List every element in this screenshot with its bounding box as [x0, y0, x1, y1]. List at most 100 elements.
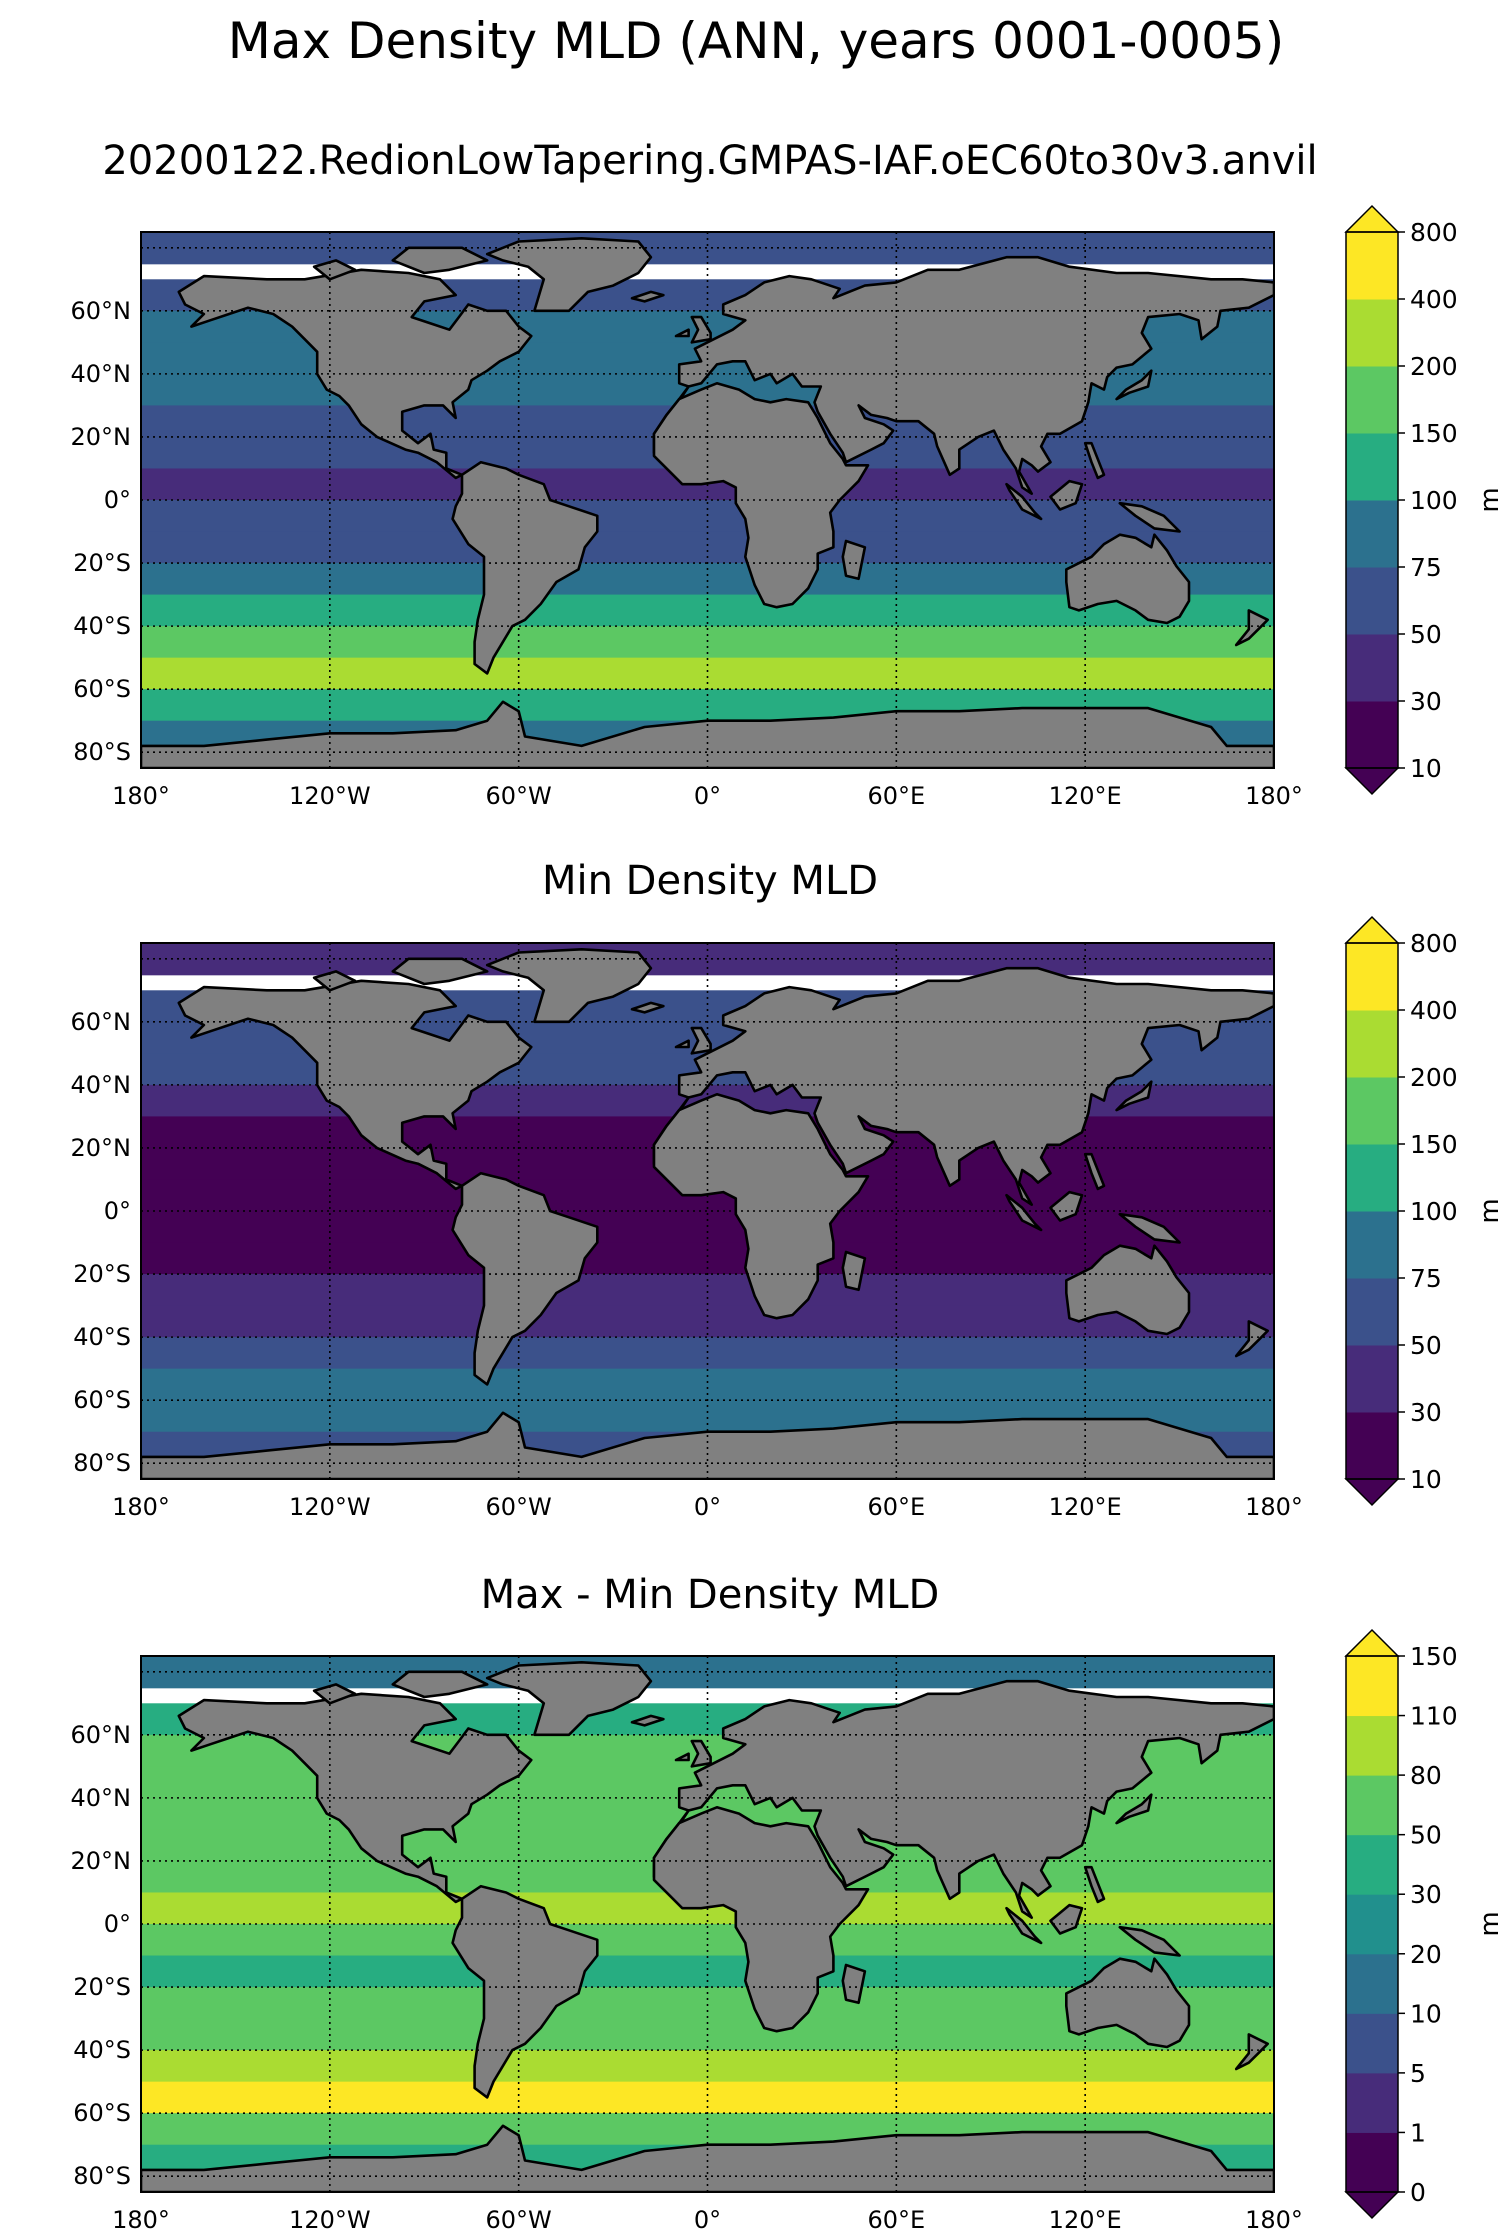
continent — [1234, 2033, 1269, 2071]
zonal-band — [141, 1368, 1274, 1401]
y-tick-label: 60°N — [71, 297, 132, 325]
x-tick-label: 120°E — [1049, 782, 1122, 810]
continent — [841, 539, 867, 581]
continent — [652, 1679, 1274, 1919]
colorbar-tick-label: 800 — [1410, 929, 1458, 958]
colorbar-tick-label: 100 — [1410, 486, 1458, 515]
colorbar-tick-label: 10 — [1410, 1999, 1442, 2028]
y-tick-label: 20°N — [71, 1847, 132, 1875]
colorbar-segment — [1346, 1412, 1398, 1480]
continent — [690, 1026, 712, 1055]
map-panel-3: 180° 120°W 60°W 0° 60°E 120°E 180° 60°N 40°N 20°N… — [71, 1655, 1303, 2234]
figure-title: Max Density MLD (ANN, years 0001-0005) — [227, 12, 1285, 70]
continent — [1083, 1152, 1106, 1191]
colorbar-2: 10 30 50 75 100 150 200 400 800 m — [1344, 915, 1505, 1507]
continent — [312, 259, 357, 281]
continent — [652, 1806, 870, 2033]
continent — [1118, 1925, 1181, 1957]
colorbar-tick-label: 800 — [1410, 218, 1458, 247]
continent — [674, 328, 690, 338]
colorbar-extend-min — [1344, 1478, 1400, 1507]
x-tick-label: 120°W — [289, 782, 371, 810]
colorbar-segment — [1346, 232, 1398, 300]
zonal-band — [141, 1955, 1274, 1988]
continent — [1083, 1865, 1106, 1904]
y-tick-label: 20°S — [73, 1973, 131, 2001]
y-tick-label: 40°S — [73, 612, 131, 640]
continent — [674, 1752, 690, 1762]
y-tick-label: 20°N — [71, 423, 132, 451]
y-tick-label: 60°S — [73, 675, 131, 703]
continent — [1115, 369, 1153, 401]
zonal-band — [141, 531, 1274, 564]
continent — [652, 1093, 870, 1320]
colorbar-segment — [1346, 299, 1398, 367]
colorbar-extend-max — [1344, 915, 1400, 944]
continent — [841, 1250, 867, 1292]
colorbar-extend-min — [1344, 767, 1400, 796]
y-tick-label: 40°N — [71, 1071, 132, 1099]
continent — [1234, 1320, 1269, 1358]
colorbar-segment — [1346, 2013, 1398, 2074]
map-frame — [140, 1655, 1275, 2193]
colorbar-tick-label: 50 — [1410, 1331, 1442, 1360]
colorbar-segment — [1346, 1656, 1398, 1717]
y-tick-label: 60°S — [73, 2099, 131, 2127]
colorbar-tick-label: 400 — [1410, 285, 1458, 314]
continent — [630, 290, 665, 303]
x-tick-label: 180° — [1245, 782, 1303, 810]
y-tick-label: 20°N — [71, 1134, 132, 1162]
colorbar-segment — [1346, 567, 1398, 635]
colorbar-tick-label: 150 — [1410, 1130, 1458, 1159]
continent — [630, 1001, 665, 1014]
panel-3-title: Max - Min Density MLD — [480, 1572, 940, 1618]
colorbar-segment — [1346, 701, 1398, 769]
colorbar-segment — [1346, 943, 1398, 1011]
land — [141, 237, 1274, 768]
continent — [1115, 1080, 1153, 1112]
y-tick-label: 60°N — [71, 1721, 132, 1749]
colorbar-segment — [1346, 433, 1398, 501]
x-tick-label: 0° — [694, 782, 721, 810]
x-tick-label: 120°E — [1049, 2206, 1122, 2234]
colorbar-extend-min — [1344, 2191, 1400, 2220]
continent — [1065, 1244, 1191, 1336]
continent — [1049, 479, 1084, 511]
colorbar-tick-label: 400 — [1410, 996, 1458, 1025]
land — [141, 947, 1274, 1479]
colorbar-label: m — [1475, 1911, 1505, 1936]
colorbar-tick-label: 10 — [1410, 754, 1442, 783]
colorbar-segment — [1346, 1715, 1398, 1776]
x-tick-label: 60°E — [867, 1493, 925, 1521]
continent — [312, 1683, 357, 1705]
y-tick-label: 0° — [104, 486, 131, 514]
y-tick-label: 60°N — [71, 1008, 132, 1036]
colorbar-segment — [1346, 500, 1398, 568]
y-tick-label: 20°S — [73, 549, 131, 577]
x-tick-label: 120°W — [289, 2206, 371, 2234]
colorbar-tick-label: 150 — [1410, 419, 1458, 448]
colorbar-tick-label: 50 — [1410, 620, 1442, 649]
x-tick-label: 120°E — [1049, 1493, 1122, 1521]
colorbar-segment — [1346, 1834, 1398, 1895]
x-tick-label: 180° — [1245, 1493, 1303, 1521]
continent — [1005, 1906, 1043, 1945]
colorbar-tick-label: 1 — [1410, 2118, 1426, 2147]
y-tick-label: 0° — [104, 1910, 131, 1938]
y-tick-label: 60°S — [73, 1386, 131, 1414]
y-tick-label: 40°N — [71, 1784, 132, 1812]
continent — [485, 237, 653, 313]
map-panel-1: 180° 120°W 60°W 0° 60°E 120°E 180° 60°N 40°N 20°N… — [71, 231, 1303, 810]
land — [141, 1661, 1274, 2192]
continent — [652, 381, 870, 609]
y-tick-label: 80°S — [73, 738, 131, 766]
colorbar-segment — [1346, 1278, 1398, 1346]
x-tick-label: 120°W — [289, 1493, 371, 1521]
continent — [391, 246, 489, 275]
x-tick-label: 180° — [112, 782, 170, 810]
colorbar-3: 0 1 5 10 20 30 50 80 110 150 m — [1344, 1628, 1505, 2220]
continent — [177, 979, 533, 1191]
map-frame — [140, 942, 1275, 1480]
continent — [1065, 533, 1191, 625]
colorbar-tick-label: 75 — [1410, 553, 1442, 582]
